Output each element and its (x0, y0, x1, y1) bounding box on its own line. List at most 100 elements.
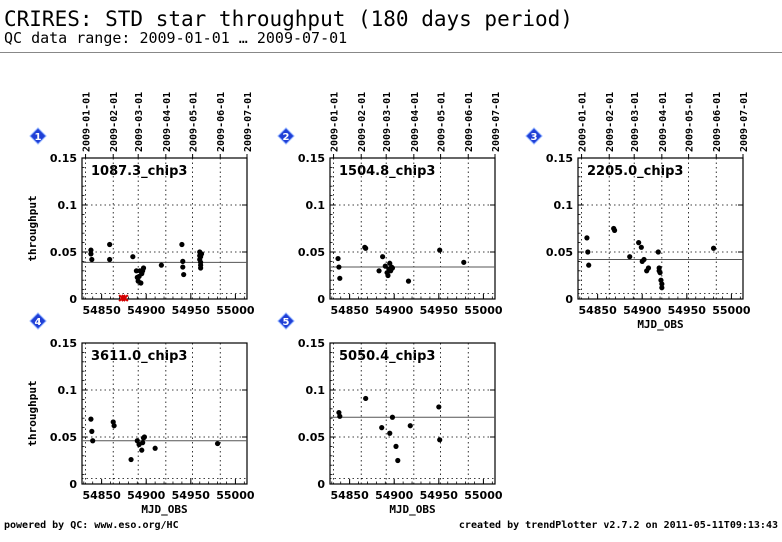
date-tick-label: 2009-06-01 (216, 92, 227, 152)
data-point (88, 416, 94, 422)
data-point (141, 434, 148, 440)
panel-label: 2205.0_chip3 (587, 164, 683, 179)
date-tick-label: 2009-07-01 (491, 92, 502, 152)
data-point (405, 278, 412, 284)
data-point (198, 265, 204, 271)
y-tick-label: 0 (69, 478, 77, 491)
data-point (90, 438, 96, 444)
data-point (437, 247, 443, 253)
footer-created-by: created by trendPlotter v2.7.2 on 2011-0… (458, 520, 778, 531)
x-axis-label: MJD_OBS (389, 503, 435, 516)
y-tick-label: 0.15 (546, 152, 573, 165)
data-point (393, 443, 399, 449)
data-point (710, 245, 717, 251)
x-tick-label: 54950 (668, 304, 707, 317)
panel-4: 0 0.05 0.1 0.15 54850 54900 54950 55000 3611.0_c… (26, 312, 255, 516)
panel-badge-number: 1 (35, 132, 42, 143)
date-tick-label: 2009-04-01 (658, 92, 669, 152)
panel-badge-icon (29, 127, 47, 145)
x-tick-label: 54950 (172, 304, 211, 317)
plot-frame (81, 157, 248, 300)
y-tick-label: 0.1 (58, 384, 78, 397)
x-tick-label: 54950 (420, 304, 459, 317)
date-tick-label: 2009-02-01 (109, 92, 120, 152)
y-tick-label: 0.15 (50, 152, 77, 165)
data-point (111, 423, 117, 429)
date-tick-label: 2009-06-01 (464, 92, 475, 152)
x-tick-label: 55000 (712, 304, 751, 317)
date-tick-label: 2009-07-01 (243, 92, 254, 152)
data-point (130, 254, 136, 260)
data-point (586, 262, 592, 268)
panel-badge-icon (277, 312, 295, 330)
data-point (638, 244, 644, 250)
plot-frame (329, 157, 496, 300)
data-point (107, 241, 113, 248)
x-tick-label: 54900 (127, 489, 166, 502)
date-tick-label: 2009-04-01 (410, 92, 421, 152)
y-tick-label: 0.05 (298, 246, 325, 259)
outlier-point (121, 294, 129, 302)
panel-label: 5050.4_chip3 (339, 349, 435, 364)
plot-frame (81, 342, 248, 485)
x-tick-label: 54850 (330, 304, 369, 317)
panel-badge-number: 4 (35, 317, 42, 328)
data-point (389, 414, 396, 420)
x-tick-label: 54850 (82, 489, 121, 502)
x-tick-label: 54950 (172, 489, 211, 502)
y-tick-label: 0.1 (306, 384, 326, 397)
y-tick-label: 0 (565, 293, 573, 306)
data-point (627, 254, 633, 260)
date-tick-label: 2009-05-01 (189, 92, 200, 152)
data-point (198, 251, 205, 257)
x-tick-label: 54850 (330, 489, 369, 502)
x-tick-label: 55000 (216, 489, 255, 502)
y-tick-label: 0.05 (50, 246, 77, 259)
y-axis-label: throughput (26, 380, 39, 446)
panel-badge-number: 2 (283, 132, 290, 143)
data-point (133, 268, 140, 274)
data-point (158, 262, 164, 268)
data-point (379, 425, 385, 431)
date-tick-label: 2009-01-01 (330, 92, 341, 152)
date-tick-label: 2009-02-01 (605, 92, 616, 152)
data-point (335, 255, 341, 262)
data-point (436, 404, 442, 410)
data-point (214, 440, 221, 447)
data-point (89, 428, 95, 434)
date-tick-label: 2009-01-01 (578, 92, 589, 152)
x-tick-label: 54950 (420, 489, 459, 502)
panel-1: 0 0.05 0.1 0.15 54850 54900 54950 55000 2009-01-… (26, 92, 255, 317)
data-point (380, 254, 386, 260)
data-point (584, 235, 590, 241)
title-divider (0, 52, 782, 53)
data-point (89, 256, 95, 263)
date-tick-label: 2009-03-01 (382, 92, 393, 152)
data-point (659, 281, 665, 287)
data-point (180, 258, 186, 264)
y-tick-label: 0.1 (58, 199, 78, 212)
data-point (389, 265, 396, 271)
date-tick-label: 2009-05-01 (685, 92, 696, 152)
date-tick-label: 2009-03-01 (134, 92, 145, 152)
panel-badge-number: 3 (531, 132, 538, 143)
data-point (645, 265, 652, 271)
panel-2: 0 0.05 0.1 0.15 54850 54900 54950 55000 2009-01-… (277, 92, 503, 317)
x-tick-label: 54900 (375, 489, 414, 502)
data-point (407, 423, 413, 429)
x-tick-label: 54900 (375, 304, 414, 317)
data-point (641, 256, 647, 263)
plot-frame (329, 342, 496, 485)
data-point (382, 263, 388, 269)
x-tick-label: 55000 (464, 489, 503, 502)
data-point (139, 447, 145, 453)
data-point (611, 227, 618, 233)
data-point (636, 240, 642, 246)
y-tick-label: 0.15 (298, 152, 325, 165)
y-tick-label: 0.05 (546, 246, 573, 259)
data-point (140, 440, 146, 446)
data-point (107, 256, 113, 263)
page-title: CRIRES: STD star throughput (180 days pe… (4, 7, 573, 31)
date-tick-label: 2009-01-01 (82, 92, 93, 152)
